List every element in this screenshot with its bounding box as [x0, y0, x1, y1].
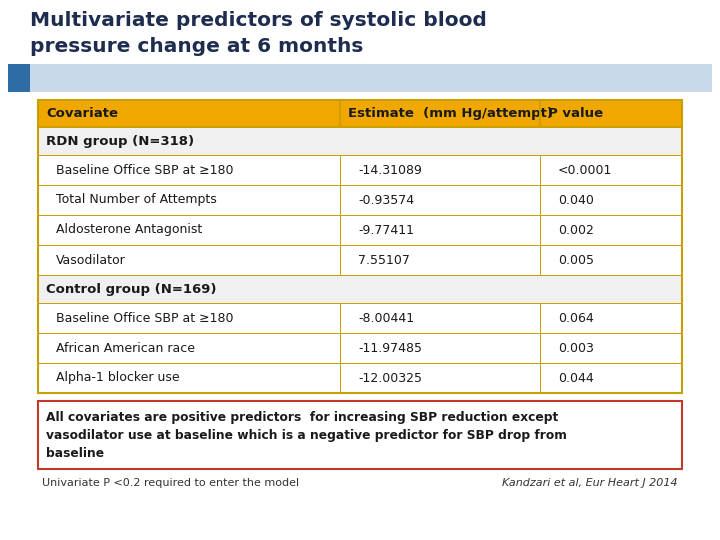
- Text: African American race: African American race: [56, 341, 195, 354]
- Bar: [38, 215, 682, 245]
- Bar: [38, 100, 682, 393]
- Text: -9.77411: -9.77411: [358, 224, 414, 237]
- Text: Control group (N=169): Control group (N=169): [46, 282, 217, 295]
- Bar: [38, 363, 682, 393]
- Text: Univariate P <0.2 required to enter the model: Univariate P <0.2 required to enter the …: [42, 478, 299, 488]
- Text: <0.0001: <0.0001: [558, 164, 613, 177]
- Text: -11.97485: -11.97485: [358, 341, 422, 354]
- Text: Total Number of Attempts: Total Number of Attempts: [56, 193, 217, 206]
- Bar: [38, 245, 682, 275]
- Text: 0.040: 0.040: [558, 193, 594, 206]
- Text: -12.00325: -12.00325: [358, 372, 422, 384]
- Text: 0.064: 0.064: [558, 312, 594, 325]
- Bar: [38, 127, 682, 155]
- Text: All covariates are positive predictors  for increasing SBP reduction except
vaso: All covariates are positive predictors f…: [46, 411, 567, 460]
- Bar: [38, 303, 682, 333]
- Text: 0.044: 0.044: [558, 372, 594, 384]
- Text: Alpha-1 blocker use: Alpha-1 blocker use: [56, 372, 179, 384]
- Text: Estimate  (mm Hg/attempt): Estimate (mm Hg/attempt): [348, 107, 553, 120]
- Bar: [38, 333, 682, 363]
- Bar: [38, 275, 682, 303]
- Text: P value: P value: [548, 107, 603, 120]
- Bar: [30, 64, 712, 92]
- Text: Vasodilator: Vasodilator: [56, 253, 126, 267]
- Text: -8.00441: -8.00441: [358, 312, 414, 325]
- Text: Kandzari et al, Eur Heart J 2014: Kandzari et al, Eur Heart J 2014: [503, 478, 678, 488]
- Text: -0.93574: -0.93574: [358, 193, 414, 206]
- Bar: [38, 401, 682, 469]
- Bar: [38, 100, 682, 127]
- Text: Baseline Office SBP at ≥180: Baseline Office SBP at ≥180: [56, 312, 233, 325]
- Text: Aldosterone Antagonist: Aldosterone Antagonist: [56, 224, 202, 237]
- Bar: [8, 64, 30, 92]
- Text: Covariate: Covariate: [46, 107, 118, 120]
- Text: 0.005: 0.005: [558, 253, 594, 267]
- Text: 7.55107: 7.55107: [358, 253, 410, 267]
- Text: Multivariate predictors of systolic blood: Multivariate predictors of systolic bloo…: [30, 11, 487, 30]
- Text: -14.31089: -14.31089: [358, 164, 422, 177]
- Text: 0.003: 0.003: [558, 341, 594, 354]
- Text: pressure change at 6 months: pressure change at 6 months: [30, 37, 364, 56]
- Text: 0.002: 0.002: [558, 224, 594, 237]
- Text: RDN group (N=318): RDN group (N=318): [46, 134, 194, 147]
- Bar: [38, 185, 682, 215]
- Bar: [38, 155, 682, 185]
- Text: Baseline Office SBP at ≥180: Baseline Office SBP at ≥180: [56, 164, 233, 177]
